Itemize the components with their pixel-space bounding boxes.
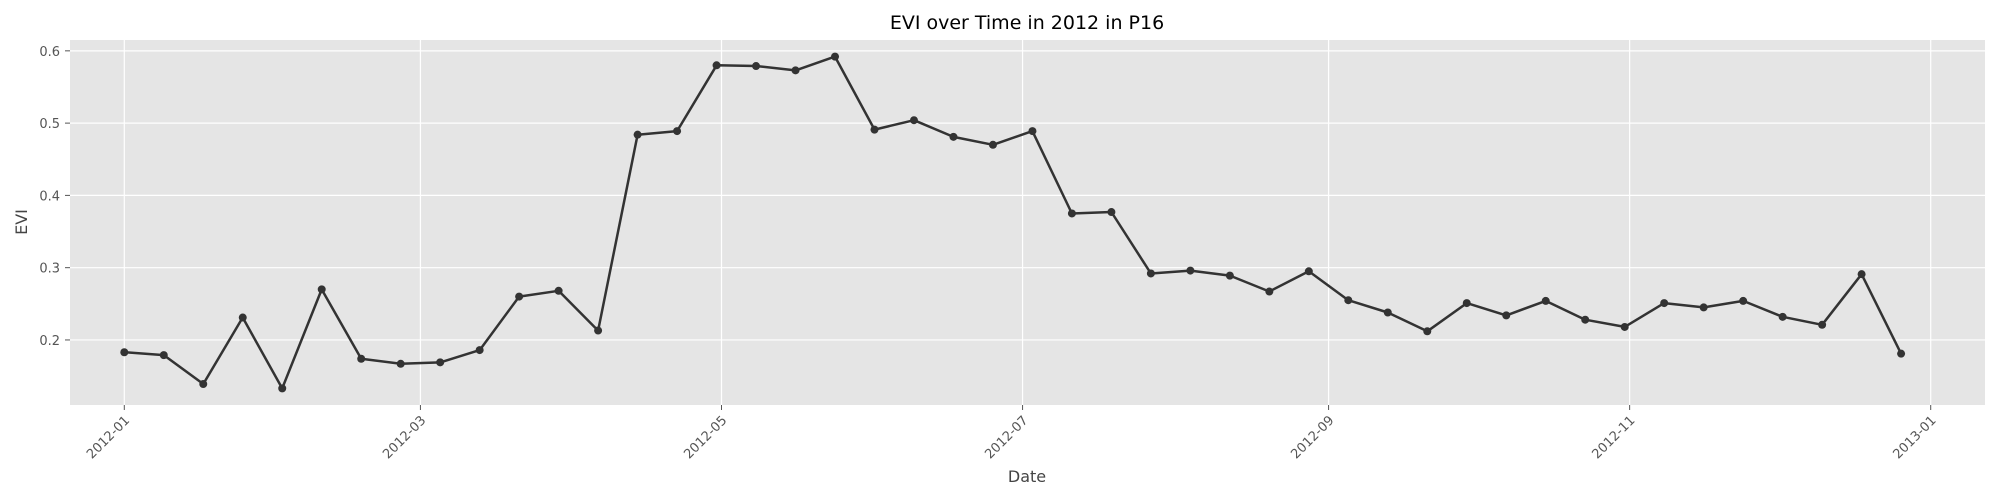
data-point: [1541, 296, 1550, 305]
data-point: [1146, 269, 1155, 278]
x-tick-label: 2012-03: [380, 413, 429, 462]
data-point: [1897, 349, 1906, 358]
data-point: [1502, 311, 1511, 320]
data-point: [554, 286, 563, 295]
y-axis-label: EVI: [12, 209, 31, 235]
data-point: [1186, 266, 1195, 275]
data-point: [357, 354, 366, 363]
x-tick-label: 2012-07: [982, 413, 1031, 462]
data-point: [909, 116, 918, 125]
x-tick-label: 2013-01: [1891, 413, 1940, 462]
data-point: [1818, 320, 1827, 329]
data-point: [594, 326, 603, 335]
y-gridlines: [70, 50, 1985, 341]
data-point: [1344, 296, 1353, 305]
data-point: [1699, 303, 1708, 312]
x-tick-label: 2012-11: [1589, 413, 1638, 462]
evi-series-points: [120, 52, 1906, 393]
x-axis-label: Date: [1008, 467, 1046, 486]
data-point: [831, 52, 840, 61]
data-point: [1225, 271, 1234, 280]
data-point: [1581, 315, 1590, 324]
data-point: [120, 348, 129, 357]
y-axis-ticks: 0.2 0.3 0.4 0.5 0.6: [39, 45, 70, 349]
y-tick-label: 0.6: [39, 45, 60, 60]
data-point: [949, 132, 958, 141]
data-point: [1028, 127, 1037, 136]
y-tick-label: 0.3: [39, 262, 60, 277]
data-point: [396, 359, 405, 368]
data-point: [1067, 209, 1076, 218]
x-tick-label: 2012-09: [1288, 413, 1337, 462]
data-point: [870, 125, 879, 134]
data-point: [633, 130, 642, 139]
data-point: [1423, 327, 1432, 336]
y-tick-label: 0.2: [39, 334, 60, 349]
evi-series-line: [124, 55, 1903, 390]
x-axis-ticks: 2012-01 2012-03 2012-05 2012-07 2012-09 2012-…: [84, 405, 1940, 462]
x-tick-label: 2012-01: [84, 413, 133, 462]
data-point: [1857, 270, 1866, 279]
data-point: [436, 358, 445, 367]
data-point: [475, 346, 484, 355]
data-point: [712, 61, 721, 70]
data-point: [199, 380, 208, 389]
chart-title: EVI over Time in 2012 in P16: [890, 12, 1164, 34]
data-point: [988, 140, 997, 149]
data-point: [1383, 308, 1392, 317]
data-point: [1462, 299, 1471, 308]
x-tick-label: 2012-05: [681, 413, 730, 462]
data-point: [238, 313, 247, 322]
data-point: [1778, 312, 1787, 321]
data-point: [317, 285, 326, 294]
data-point: [1739, 296, 1748, 305]
data-point: [673, 127, 682, 136]
x-gridlines: [123, 40, 1932, 405]
data-point: [1660, 299, 1669, 308]
data-point: [752, 62, 761, 71]
data-point: [1107, 208, 1116, 217]
data-point: [159, 351, 168, 360]
plot-background: [70, 40, 1985, 405]
data-point: [1620, 322, 1629, 331]
data-point: [1265, 287, 1274, 296]
data-point: [791, 66, 800, 75]
data-point: [278, 384, 287, 393]
y-tick-label: 0.5: [39, 117, 60, 132]
data-point: [515, 292, 524, 301]
data-point: [1304, 267, 1313, 276]
y-tick-label: 0.4: [39, 189, 60, 204]
